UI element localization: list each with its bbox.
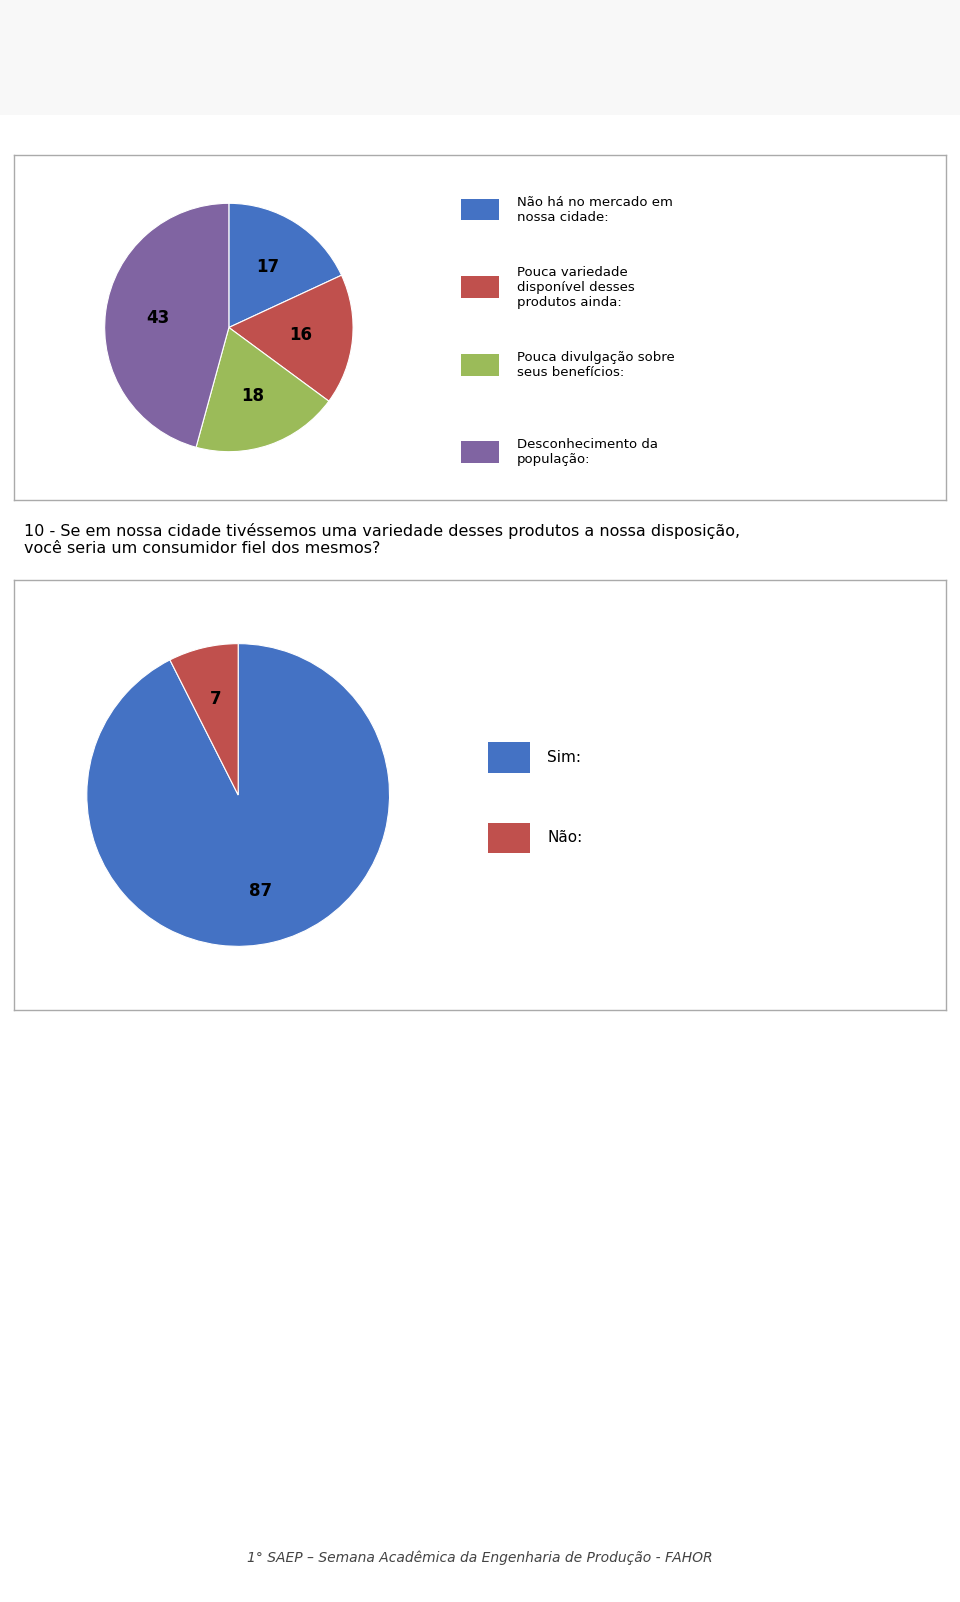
FancyBboxPatch shape [462, 276, 498, 298]
FancyBboxPatch shape [462, 441, 498, 463]
Text: 1° SAEP – Semana Acadêmica da Engenharia de Produção - FAHOR: 1° SAEP – Semana Acadêmica da Engenharia… [247, 1551, 713, 1565]
Text: 10 - Se em nossa cidade tivéssemos uma variedade desses produtos a nossa disposi: 10 - Se em nossa cidade tivéssemos uma v… [24, 522, 740, 556]
Text: 7: 7 [209, 690, 221, 708]
FancyBboxPatch shape [489, 822, 530, 854]
Text: Pouca variedade
disponível desses
produtos ainda:: Pouca variedade disponível desses produt… [517, 266, 635, 309]
Text: 16: 16 [289, 325, 312, 344]
Text: Sim:: Sim: [547, 750, 581, 764]
Wedge shape [228, 276, 353, 400]
Wedge shape [170, 644, 238, 795]
Text: 87: 87 [250, 881, 273, 900]
Text: 18: 18 [241, 386, 264, 405]
FancyBboxPatch shape [489, 742, 530, 772]
Text: Desconhecimento da
população:: Desconhecimento da população: [517, 437, 659, 466]
Text: Não:: Não: [547, 830, 583, 846]
Text: Não há no mercado em
nossa cidade:: Não há no mercado em nossa cidade: [517, 195, 673, 224]
Wedge shape [196, 327, 329, 452]
Text: Pouca divulgação sobre
seus benefícios:: Pouca divulgação sobre seus benefícios: [517, 351, 675, 378]
Text: 43: 43 [146, 309, 169, 327]
Wedge shape [86, 644, 390, 947]
Wedge shape [105, 203, 228, 447]
FancyBboxPatch shape [462, 354, 498, 375]
Text: 17: 17 [256, 258, 279, 276]
Wedge shape [228, 203, 342, 327]
FancyBboxPatch shape [462, 199, 498, 221]
